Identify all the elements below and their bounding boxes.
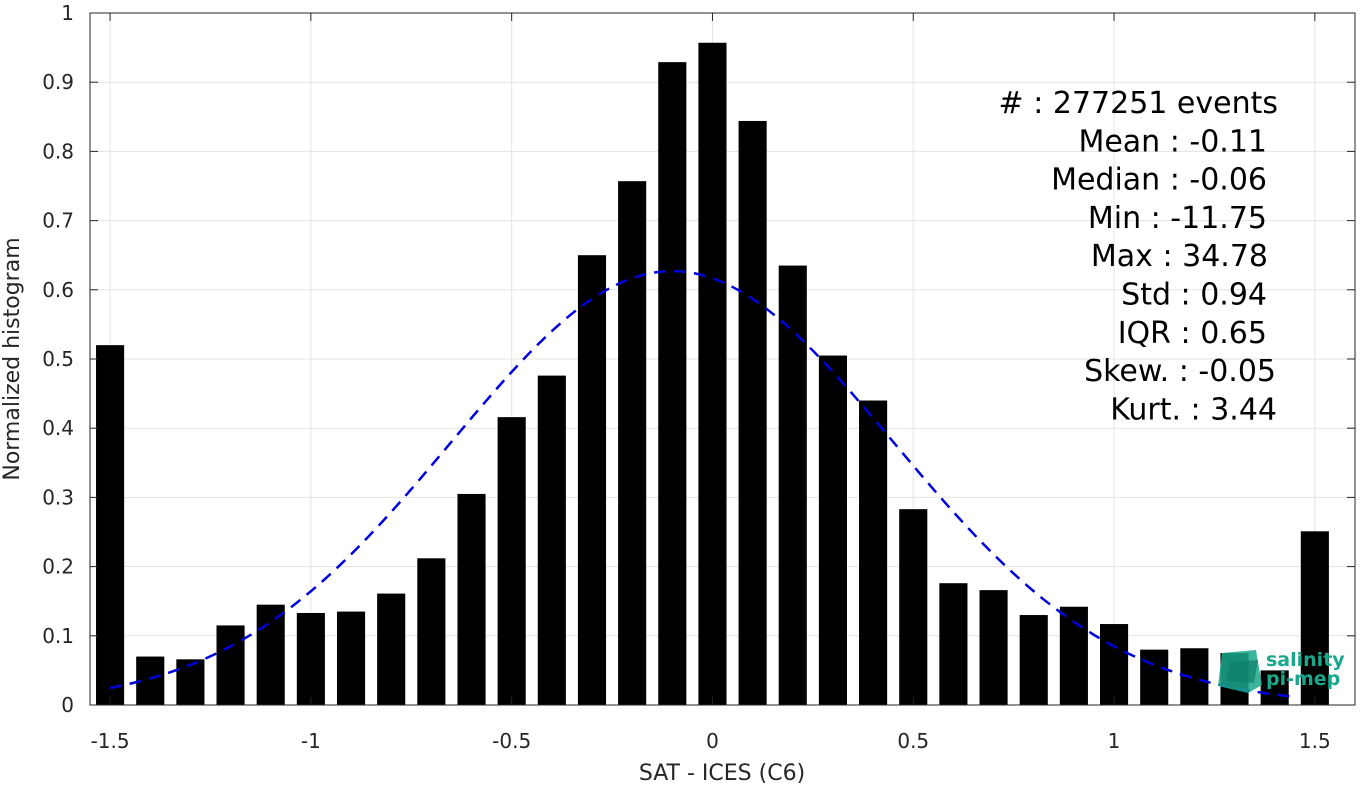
y-tick-label: 0.7	[42, 209, 74, 233]
x-tick-label: 1	[1108, 729, 1121, 753]
stat-line: Kurt. : 3.44	[1110, 392, 1277, 427]
bars	[96, 42, 1329, 706]
y-axis-ticks: 0 0.1 0.2 0.3 0.4 0.5 0.6 0.7 0.8 0.9 1	[42, 1, 1355, 717]
histogram-bar	[216, 625, 245, 705]
histogram-bar	[296, 612, 325, 705]
histogram-bar	[1019, 615, 1048, 705]
y-tick-label: 1	[61, 1, 74, 25]
x-tick-label: -1.5	[91, 729, 130, 753]
histogram-bar	[818, 355, 847, 705]
histogram-bar	[497, 417, 526, 705]
logo-mark-shade-icon	[1226, 660, 1258, 683]
histogram-bar	[1140, 649, 1169, 705]
x-axis-label: SAT - ICES (C6)	[639, 761, 805, 785]
x-axis-ticks: -1.5 -1 -0.5 0 0.5 1 1.5	[91, 13, 1331, 753]
histogram-bar	[1260, 670, 1289, 705]
histogram-bar	[658, 62, 687, 705]
histogram-bar	[417, 558, 446, 705]
y-tick-label: 0.9	[42, 70, 74, 94]
stat-line: Mean : -0.11	[1078, 124, 1267, 159]
stat-line: # : 277251 events	[999, 86, 1278, 121]
y-tick-label: 0.5	[42, 347, 74, 371]
histogram-bar	[778, 265, 807, 705]
histogram-bar	[336, 611, 366, 705]
histogram-bar	[698, 42, 727, 706]
y-tick-label: 0.3	[42, 485, 74, 509]
stat-line: Std : 0.94	[1121, 278, 1267, 313]
y-tick-label: 0	[61, 693, 74, 717]
histogram-bar	[618, 181, 647, 705]
histogram-bar	[377, 593, 406, 705]
y-axis-label: Normalized histogram	[0, 237, 25, 480]
histogram-bar	[457, 493, 486, 705]
x-tick-label: -0.5	[492, 729, 531, 753]
histogram-bar	[899, 509, 928, 705]
histogram-bar	[1300, 531, 1329, 705]
y-tick-label: 0.8	[42, 139, 74, 163]
histogram-bar	[537, 375, 566, 705]
gaussian-fit-curve	[109, 269, 1295, 699]
x-tick-label: -1	[301, 729, 321, 753]
stat-line: Min : -11.75	[1088, 201, 1267, 236]
histogram-bar	[577, 255, 607, 705]
histogram-bar	[256, 604, 285, 705]
stat-line: Max : 34.78	[1091, 239, 1268, 274]
x-tick-label: 1.5	[1299, 729, 1331, 753]
histogram-bar	[738, 120, 767, 705]
salinity-pimep-logo: salinity pi-mep	[1218, 649, 1345, 693]
histogram-bar	[176, 659, 205, 705]
y-tick-label: 0.2	[42, 555, 74, 579]
y-tick-label: 0.6	[42, 278, 74, 302]
logo-line-1: salinity	[1266, 649, 1345, 671]
x-tick-label: 0	[706, 729, 719, 753]
histogram-bar	[859, 400, 888, 705]
x-tick-label: 0.5	[897, 729, 929, 753]
logo-line-2: pi-mep	[1266, 668, 1340, 690]
histogram-bar	[96, 345, 125, 705]
stat-line: Median : -0.06	[1051, 163, 1267, 198]
stat-line: Skew. : -0.05	[1084, 354, 1276, 389]
stat-line: IQR : 0.65	[1118, 316, 1267, 351]
histogram-bar	[979, 590, 1008, 705]
histogram-bar	[1099, 624, 1129, 705]
histogram-bar	[939, 583, 968, 705]
y-tick-label: 0.4	[42, 416, 74, 440]
y-tick-label: 0.1	[42, 624, 74, 648]
